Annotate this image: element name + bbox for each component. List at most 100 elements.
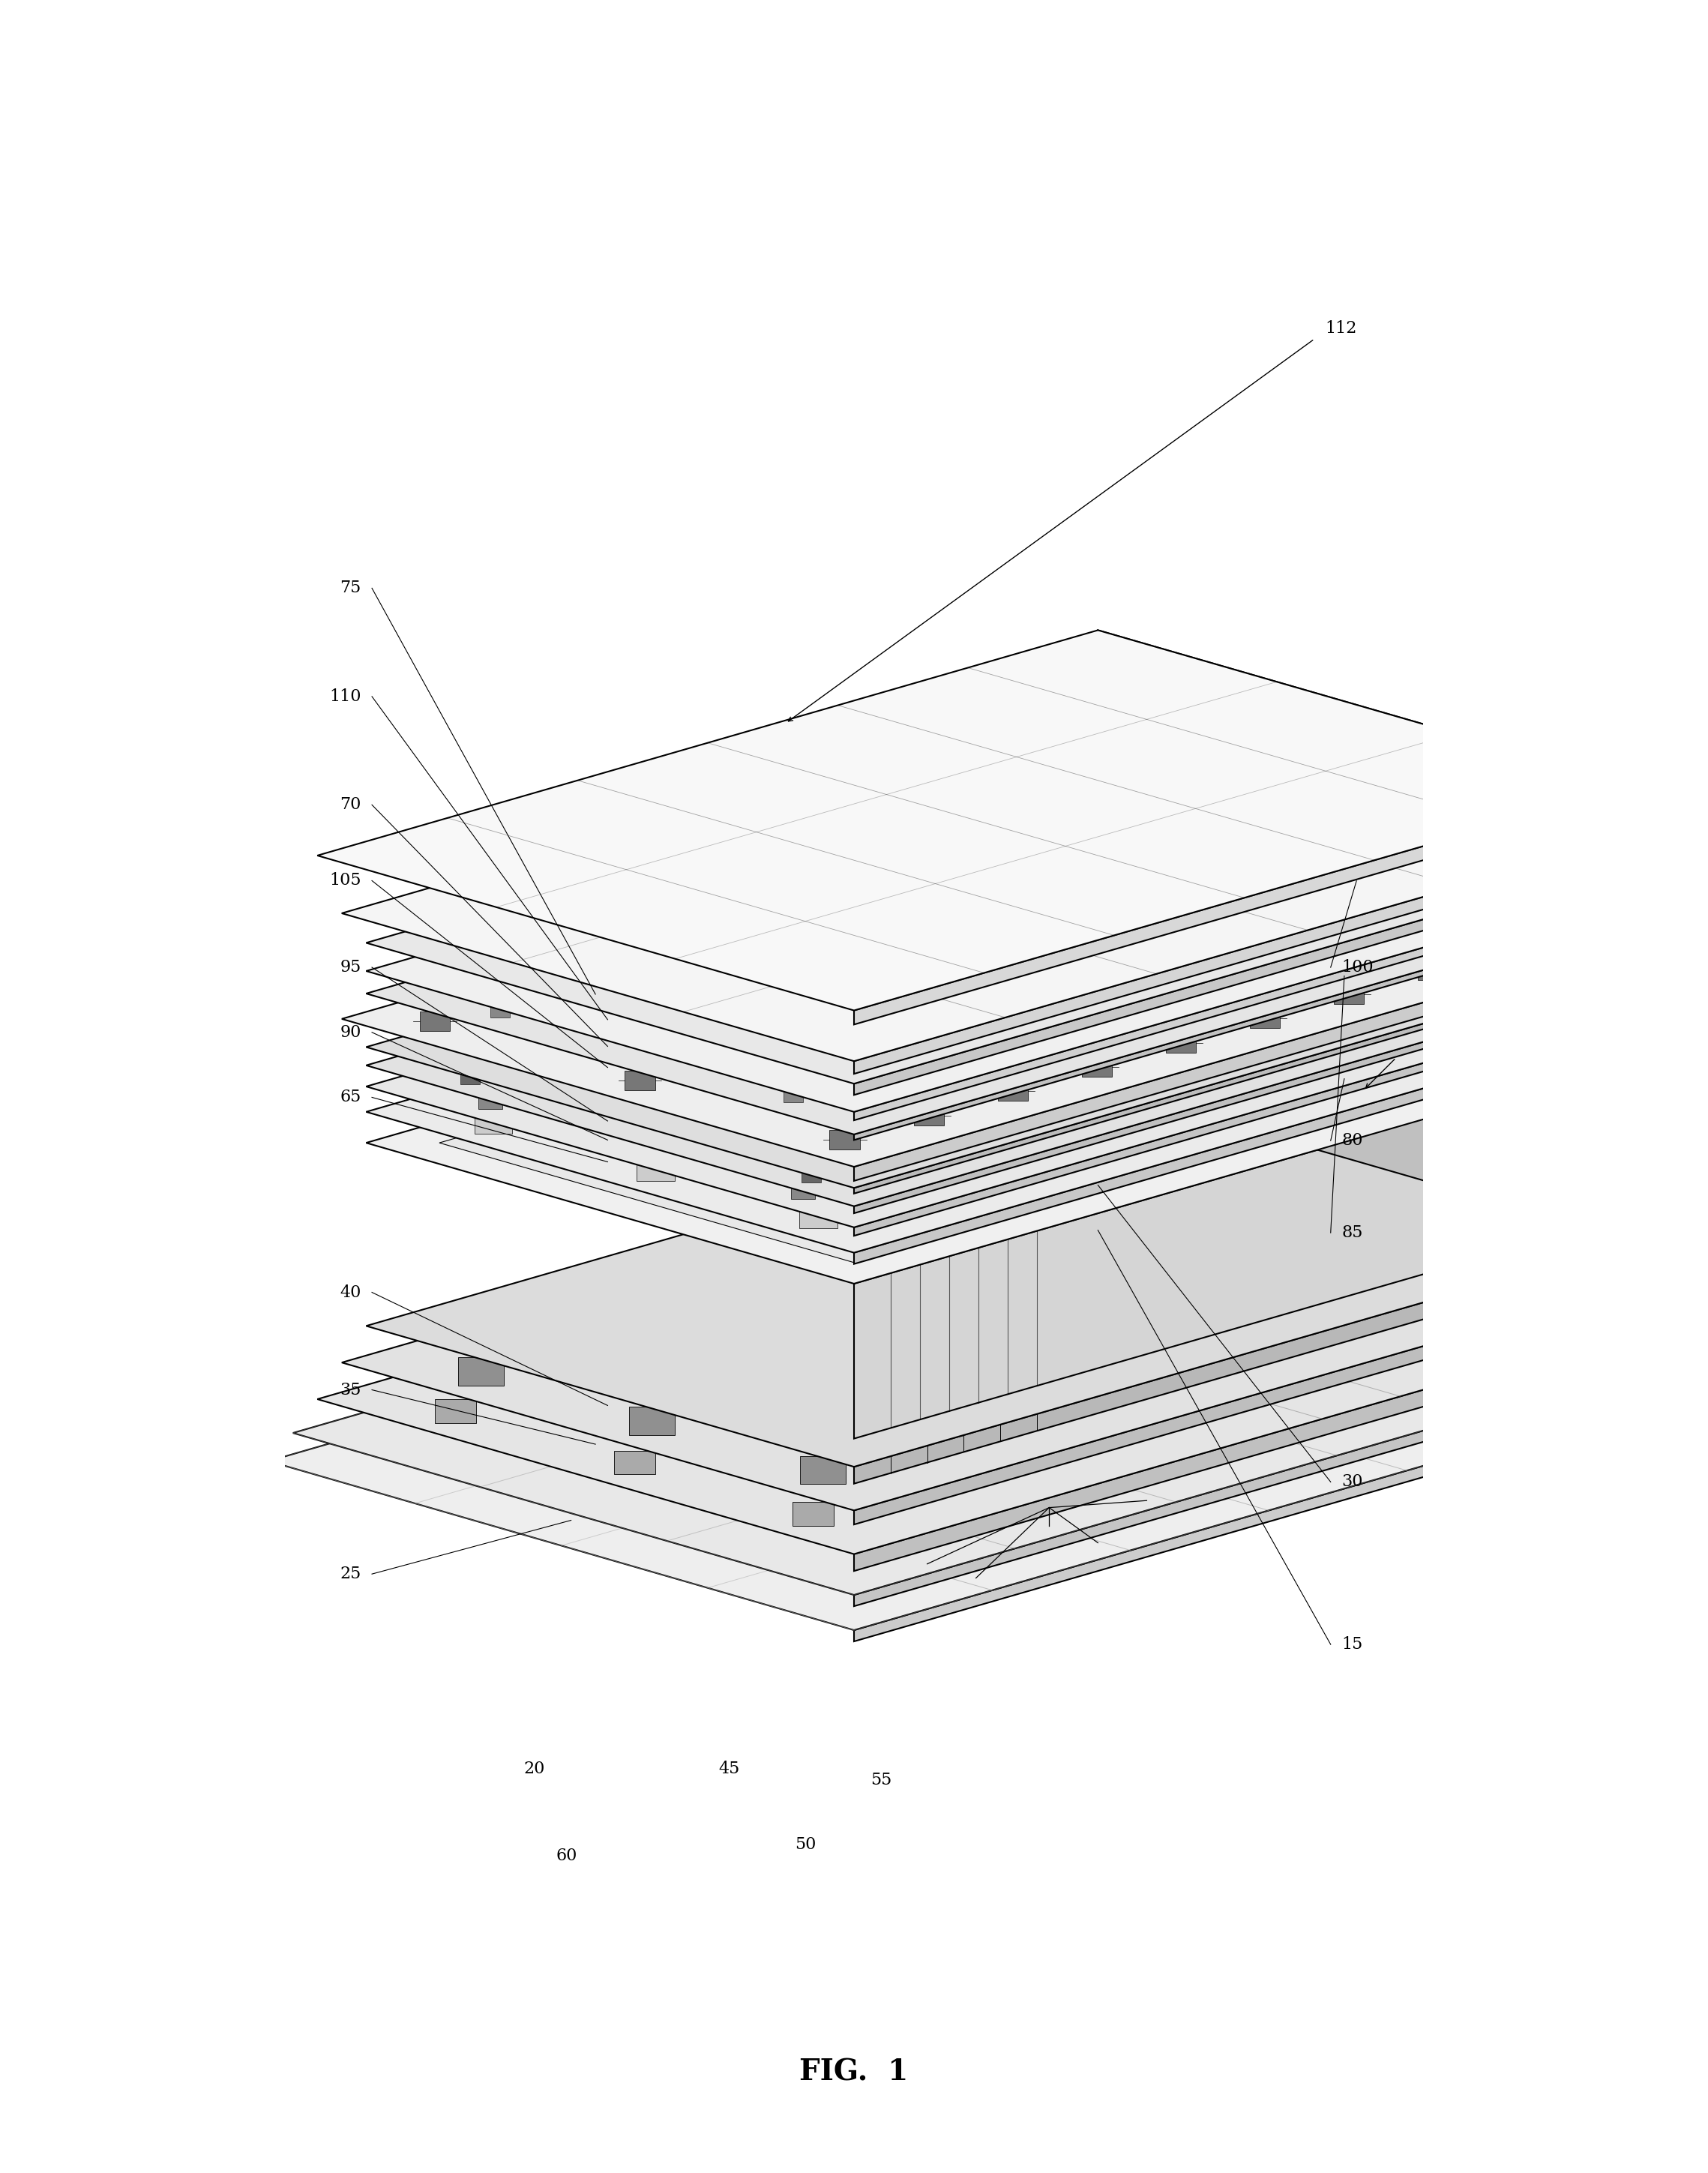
Polygon shape — [1098, 1145, 1611, 1306]
Text: 45: 45 — [719, 1760, 740, 1778]
Polygon shape — [753, 928, 774, 941]
Polygon shape — [854, 924, 1585, 1141]
Polygon shape — [1061, 1282, 1107, 1310]
Polygon shape — [1098, 1115, 1585, 1273]
Polygon shape — [1016, 1393, 1061, 1421]
Polygon shape — [886, 947, 907, 960]
Polygon shape — [565, 1084, 603, 1108]
Polygon shape — [854, 1256, 1585, 1484]
Polygon shape — [948, 930, 967, 943]
Polygon shape — [1095, 1026, 1132, 1050]
Polygon shape — [366, 900, 1585, 1252]
Text: 80: 80 — [1341, 1132, 1363, 1150]
Polygon shape — [366, 932, 1585, 1284]
Polygon shape — [909, 1425, 953, 1454]
Polygon shape — [1098, 800, 1611, 963]
Polygon shape — [845, 1345, 890, 1373]
Polygon shape — [912, 1078, 950, 1102]
Polygon shape — [801, 1169, 822, 1182]
Polygon shape — [342, 1145, 1611, 1510]
Polygon shape — [854, 784, 1635, 1023]
Polygon shape — [1278, 1219, 1322, 1247]
Polygon shape — [1170, 1252, 1214, 1280]
Polygon shape — [704, 1002, 724, 1015]
Polygon shape — [658, 1058, 695, 1082]
Polygon shape — [854, 947, 1611, 1180]
Polygon shape — [294, 1199, 1658, 1595]
Polygon shape — [1045, 1100, 1066, 1113]
Polygon shape — [613, 1452, 656, 1475]
Polygon shape — [931, 978, 970, 1002]
Polygon shape — [799, 1456, 845, 1484]
Polygon shape — [1074, 1126, 1112, 1150]
Text: 35: 35 — [340, 1382, 360, 1397]
Polygon shape — [366, 782, 1585, 1134]
Polygon shape — [1476, 1306, 1517, 1330]
Polygon shape — [825, 1286, 866, 1310]
Polygon shape — [840, 1004, 878, 1028]
Polygon shape — [1168, 1065, 1187, 1078]
Polygon shape — [567, 1326, 611, 1354]
Polygon shape — [625, 1052, 649, 1067]
Polygon shape — [712, 1423, 753, 1447]
Polygon shape — [854, 1293, 1611, 1525]
Polygon shape — [1296, 1254, 1337, 1278]
Polygon shape — [1341, 1299, 1385, 1328]
Polygon shape — [1098, 630, 1635, 800]
Polygon shape — [1501, 937, 1532, 956]
Polygon shape — [1086, 1417, 1127, 1441]
Polygon shape — [1011, 1121, 1035, 1136]
Polygon shape — [1069, 895, 1090, 908]
Polygon shape — [1098, 761, 1585, 908]
Polygon shape — [892, 1178, 929, 1202]
Polygon shape — [475, 1110, 512, 1134]
Polygon shape — [1231, 1332, 1278, 1360]
Polygon shape — [863, 1152, 881, 1165]
Polygon shape — [490, 1004, 511, 1017]
Polygon shape — [630, 1343, 671, 1367]
Polygon shape — [830, 1130, 859, 1150]
Polygon shape — [962, 974, 991, 993]
Polygon shape — [1156, 1078, 1180, 1093]
Text: FIG.  1: FIG. 1 — [799, 2058, 909, 2086]
Polygon shape — [342, 695, 1611, 1060]
Polygon shape — [793, 1502, 834, 1525]
Polygon shape — [1003, 1052, 1040, 1076]
Polygon shape — [1213, 902, 1243, 921]
Polygon shape — [366, 837, 1585, 1189]
Polygon shape — [588, 963, 618, 982]
Polygon shape — [999, 1202, 1044, 1230]
Polygon shape — [953, 1312, 999, 1341]
Text: 110: 110 — [330, 689, 360, 704]
Polygon shape — [854, 843, 1611, 1073]
Polygon shape — [642, 1019, 663, 1032]
Polygon shape — [938, 1141, 962, 1156]
Polygon shape — [1047, 1013, 1066, 1026]
Text: 55: 55 — [871, 1771, 892, 1788]
Polygon shape — [782, 1265, 828, 1293]
Polygon shape — [799, 1204, 837, 1228]
Polygon shape — [871, 1065, 890, 1078]
Polygon shape — [1098, 695, 1611, 856]
Polygon shape — [629, 1406, 675, 1434]
Polygon shape — [1098, 732, 1585, 884]
Polygon shape — [1377, 1015, 1401, 1030]
Polygon shape — [1348, 1045, 1387, 1069]
Text: 30: 30 — [1341, 1473, 1363, 1491]
Polygon shape — [820, 1104, 857, 1128]
Polygon shape — [854, 1362, 1658, 1606]
Polygon shape — [1107, 1171, 1151, 1199]
Polygon shape — [318, 630, 1635, 1010]
Polygon shape — [1378, 1334, 1419, 1358]
Polygon shape — [922, 1258, 963, 1282]
Polygon shape — [840, 891, 871, 910]
Polygon shape — [420, 1013, 451, 1032]
Polygon shape — [728, 1130, 767, 1154]
Text: 75: 75 — [340, 580, 360, 595]
Polygon shape — [318, 1173, 1635, 1554]
Polygon shape — [666, 954, 685, 967]
Text: 90: 90 — [340, 1023, 360, 1041]
Text: 50: 50 — [794, 1836, 816, 1854]
Polygon shape — [1098, 1199, 1658, 1373]
Polygon shape — [854, 1328, 1635, 1571]
